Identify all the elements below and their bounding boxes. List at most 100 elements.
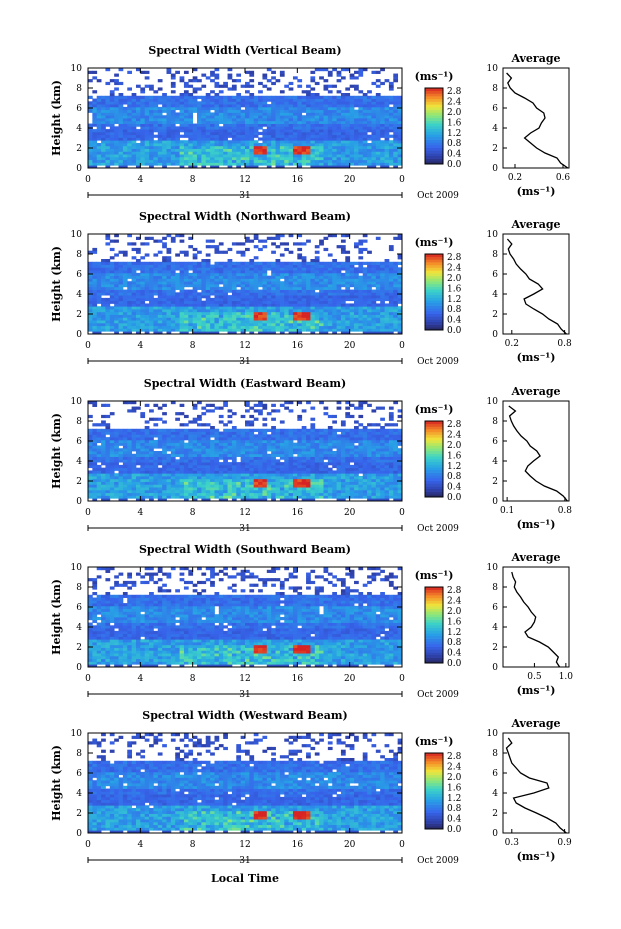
heatmap-cell <box>319 154 324 158</box>
heatmap-cell <box>388 492 394 496</box>
heatmap-cell <box>105 101 111 105</box>
colorbar-segment <box>425 267 443 271</box>
heatmap-cell <box>388 98 394 102</box>
heatmap-cell <box>162 264 167 268</box>
heatmap-cell <box>140 322 146 327</box>
heatmap-cell <box>183 281 189 285</box>
heatmap-cell <box>127 306 133 310</box>
heatmap-cell <box>114 489 119 494</box>
heatmap-cell <box>345 306 351 310</box>
heatmap-cell <box>92 76 98 80</box>
heatmap-cell <box>131 314 137 318</box>
heatmap-cell <box>205 143 211 147</box>
heatmap-cell <box>236 314 242 318</box>
heatmap-cell <box>105 311 111 315</box>
heatmap-cell <box>345 320 351 324</box>
heatmap-cell <box>279 143 285 147</box>
heatmap-cell <box>170 154 176 158</box>
heatmap-cell <box>266 487 272 491</box>
heatmap-cell <box>371 473 377 477</box>
heatmap-cell <box>149 481 154 485</box>
heatmap-cell <box>140 154 146 158</box>
heatmap-cell <box>236 476 242 480</box>
heatmap-cell <box>140 106 146 111</box>
heatmap-cell <box>170 106 176 111</box>
heatmap-cell <box>210 306 215 310</box>
heatmap-cell <box>367 473 372 477</box>
heatmap-cell <box>210 467 215 471</box>
heatmap-cell <box>275 151 281 155</box>
heatmap-cell <box>327 115 333 119</box>
heatmap-cell <box>122 123 128 127</box>
heatmap-cell <box>397 123 403 127</box>
heatmap-cell <box>175 156 180 161</box>
heatmap-cell <box>205 123 211 127</box>
heatmap-cell <box>253 295 259 299</box>
heatmap-cell <box>236 311 242 315</box>
heatmap-cell <box>332 234 337 238</box>
heatmap-cell <box>157 79 163 83</box>
heatmap-cell <box>192 106 198 111</box>
heatmap-cell <box>149 289 154 293</box>
heatmap-cell <box>319 148 324 152</box>
heatmap-cell <box>192 253 198 257</box>
heatmap-cell <box>197 306 202 310</box>
heatmap-cell <box>236 165 242 169</box>
heatmap-cell <box>88 109 93 113</box>
heatmap-cell <box>144 309 150 313</box>
heatmap-cell <box>393 109 399 113</box>
heatmap-cell <box>118 115 124 119</box>
heatmap-cell <box>135 289 141 293</box>
heatmap-cell <box>149 159 154 163</box>
heatmap-cell <box>253 473 259 477</box>
heatmap-cell <box>109 489 115 494</box>
heatmap-cell <box>105 292 111 296</box>
heatmap-cell <box>135 473 141 477</box>
heatmap-cell <box>105 115 111 119</box>
heatmap-cell <box>149 115 154 119</box>
heatmap-cell <box>319 311 324 315</box>
heatmap-cell <box>183 295 189 299</box>
heatmap-cell <box>170 328 176 332</box>
heatmap-cell <box>105 145 111 149</box>
heatmap-cell <box>253 275 259 279</box>
heatmap-cell <box>166 264 172 268</box>
heatmap-cell <box>227 331 233 335</box>
colorbar-segment <box>425 254 443 258</box>
heatmap-cell <box>214 151 220 155</box>
heatmap-cell <box>262 320 268 324</box>
heatmap-cell <box>175 143 180 147</box>
heatmap-cell <box>301 317 307 321</box>
heatmap-cell <box>122 309 128 313</box>
heatmap-cell <box>384 156 390 161</box>
heatmap-cell <box>183 148 189 152</box>
heatmap-cell <box>327 95 333 99</box>
heatmap-cell <box>162 145 167 149</box>
heatmap-cell <box>210 126 215 130</box>
heatmap-cell <box>210 95 215 99</box>
heatmap-cell <box>292 123 298 127</box>
heatmap-cell <box>197 79 202 83</box>
heatmap-cell <box>105 134 111 138</box>
heatmap-cell <box>192 159 198 163</box>
heatmap-cell <box>262 118 268 122</box>
heatmap-cell <box>279 148 285 152</box>
heatmap-cell <box>266 156 272 161</box>
heatmap-cell <box>323 126 329 130</box>
heatmap-cell <box>157 284 163 288</box>
heatmap-cell <box>310 328 316 332</box>
heatmap-cell <box>345 120 351 124</box>
heatmap-cell <box>210 470 215 474</box>
heatmap-cell <box>279 95 285 99</box>
heatmap-cell <box>218 489 224 494</box>
heatmap-cell <box>218 151 224 155</box>
heatmap-cell <box>170 473 176 477</box>
heatmap-cell <box>249 101 255 105</box>
heatmap-cell <box>275 234 281 238</box>
heatmap-cell <box>231 95 237 99</box>
heatmap-cell <box>288 95 294 99</box>
heatmap-cell <box>236 484 242 488</box>
heatmap-cell <box>188 495 194 499</box>
heatmap-cell <box>393 311 399 315</box>
heatmap-cell <box>393 275 399 279</box>
